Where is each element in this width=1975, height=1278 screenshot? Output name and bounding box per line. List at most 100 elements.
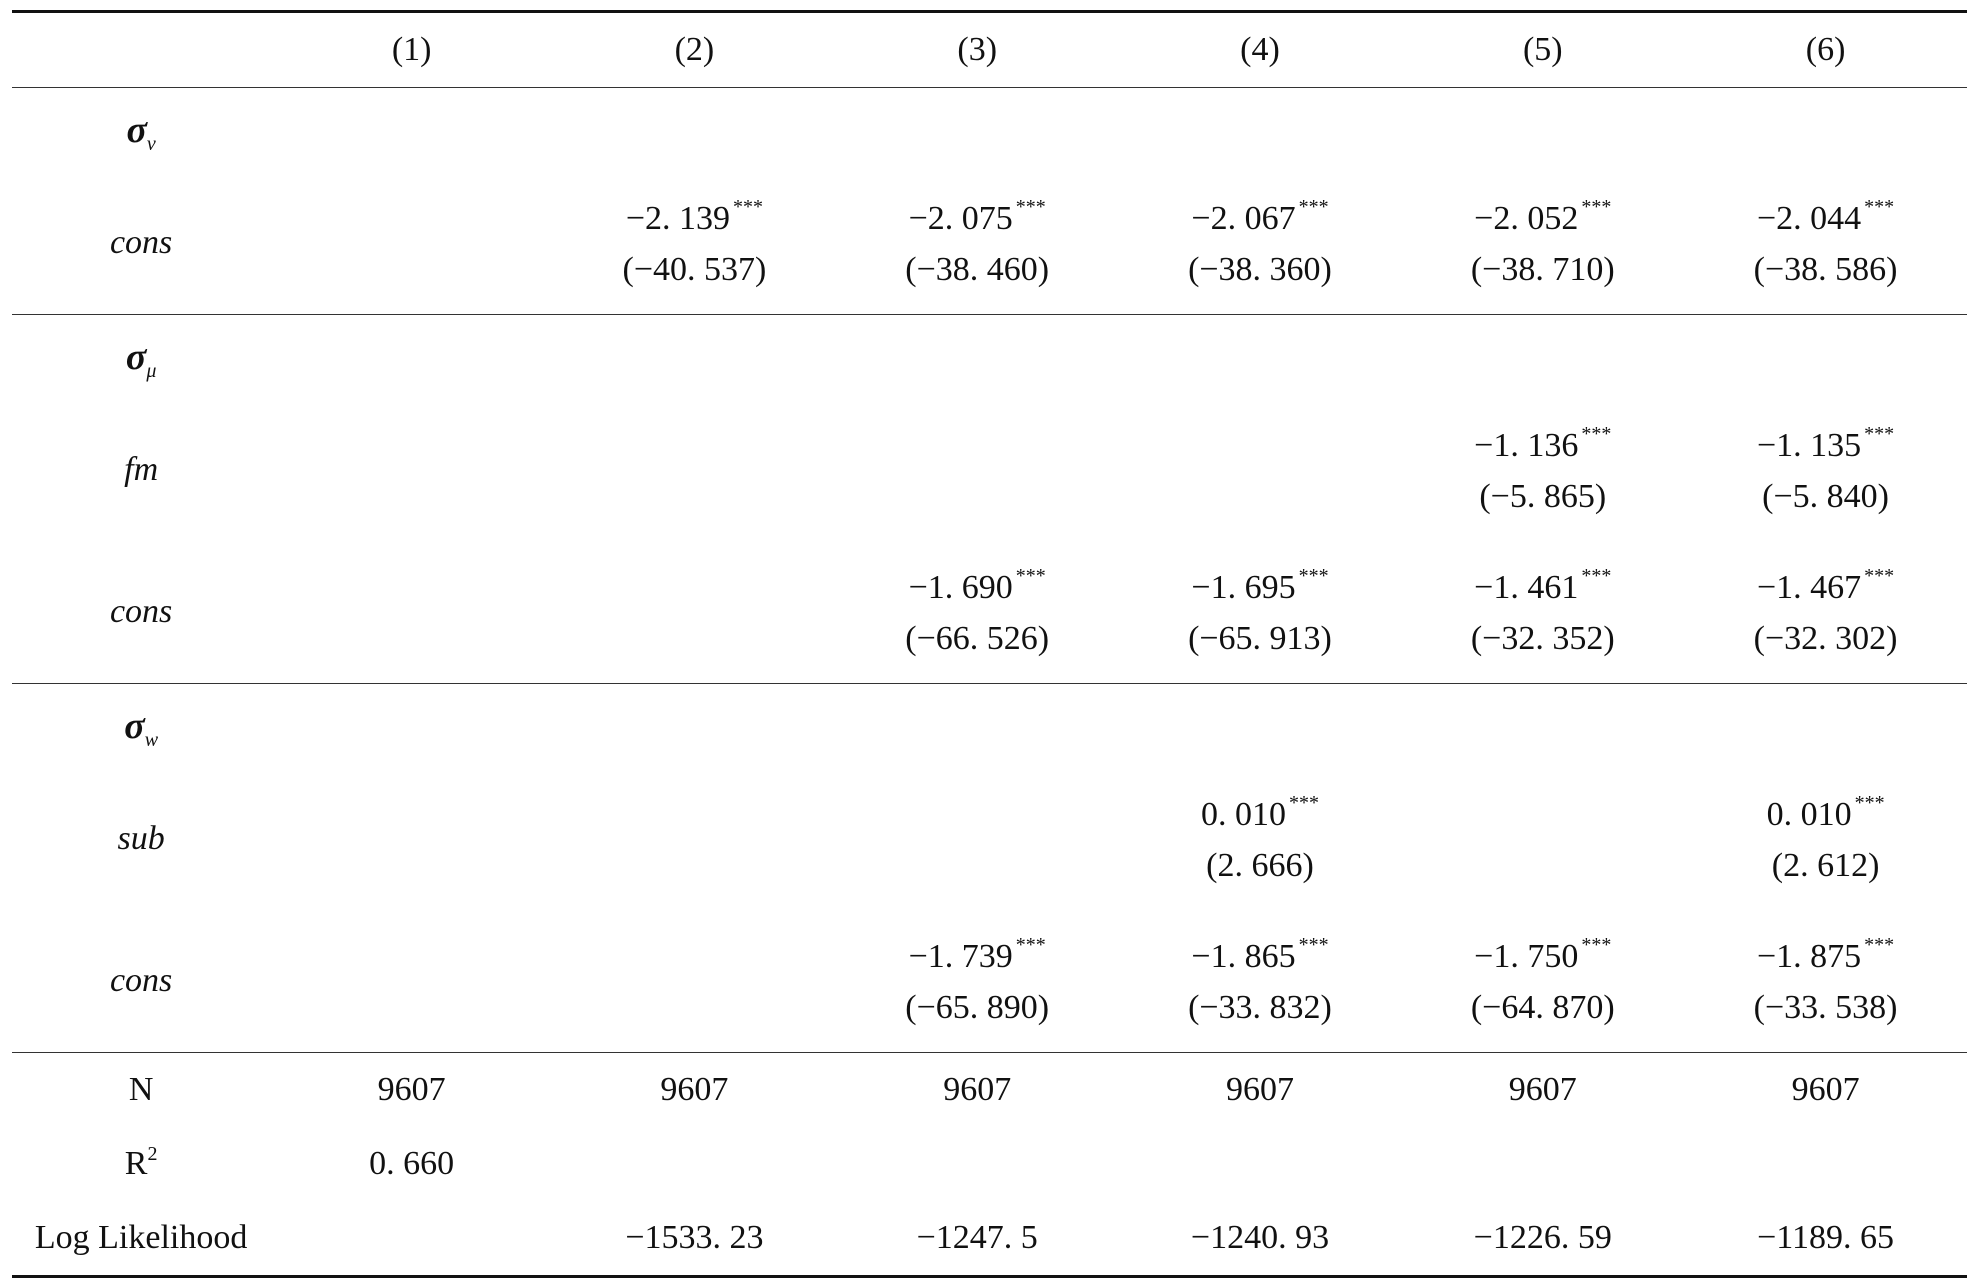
data-cell: −1. 739 *** (−65. 890): [836, 910, 1119, 1053]
table-row: sub 0. 010 *** (2. 666) 0. 010 *** (2. 612): [12, 768, 1967, 910]
data-cell: [553, 768, 836, 910]
stat-label-text: R: [124, 1144, 148, 1182]
stat-value: [553, 1127, 836, 1201]
sigma-label: σμ: [12, 314, 271, 399]
coefficient: −1. 875 ***: [1684, 930, 1967, 982]
coefficient-value: −2. 075: [908, 199, 1013, 237]
data-cell: [836, 768, 1119, 910]
coefficient-value: −2. 067: [1191, 199, 1296, 237]
data-cell: −2. 067 *** (−38. 360): [1119, 172, 1402, 315]
significance-stars: ***: [733, 195, 764, 218]
data-cell: [270, 172, 553, 315]
stat-value: −1533. 23: [553, 1201, 836, 1278]
data-cell: −1. 136 *** (−5. 865): [1401, 399, 1684, 541]
significance-stars: ***: [1015, 933, 1046, 956]
stat-row: R2 0. 660: [12, 1127, 1967, 1201]
stat-value: −1247. 5: [835, 1201, 1119, 1278]
coefficient: −1. 690 ***: [836, 561, 1119, 613]
significance-stars: ***: [1288, 791, 1319, 814]
t-statistic: (−33. 832): [1188, 988, 1332, 1026]
t-statistic: (−33. 538): [1753, 988, 1898, 1026]
sigma-subscript: μ: [146, 359, 157, 382]
coefficient-value: −1. 865: [1191, 937, 1296, 975]
t-statistic: (−64. 870): [1470, 988, 1615, 1026]
t-statistic: (2. 666): [1206, 846, 1314, 884]
coefficient: −2. 075 ***: [836, 192, 1119, 244]
significance-stars: ***: [1864, 422, 1895, 445]
empty-cell: [270, 87, 554, 172]
data-cell: −1. 865 *** (−33. 832): [1119, 910, 1402, 1053]
coefficient-value: −1. 461: [1474, 568, 1579, 606]
stat-row: N 9607 9607 9607 9607 9607 9607: [12, 1052, 1967, 1127]
empty-cell: [553, 683, 836, 768]
table-row: cons −2. 139 *** (−40. 537) −2. 075 *** (−38. …: [12, 172, 1967, 315]
coefficient-value: −2. 044: [1756, 199, 1862, 237]
coefficient-value: −2. 052: [1474, 199, 1579, 237]
coefficient-value: −1. 695: [1191, 568, 1296, 606]
data-cell: [270, 399, 553, 541]
coefficient: −2. 067 ***: [1119, 192, 1402, 244]
data-cell: [836, 399, 1119, 541]
stat-value: [1119, 1127, 1402, 1201]
data-cell: [553, 541, 836, 684]
t-statistic: (−40. 537): [622, 250, 767, 288]
t-statistic: (−65. 890): [905, 988, 1050, 1026]
data-cell: 0. 010 *** (2. 666): [1119, 768, 1402, 910]
column-header: (1): [270, 10, 554, 88]
data-cell: −2. 139 *** (−40. 537): [553, 172, 836, 315]
coefficient-value: −1. 467: [1756, 568, 1862, 606]
coefficient-value: −1. 136: [1474, 426, 1579, 464]
header-corner-cell: [12, 10, 271, 88]
coefficient: −1. 695 ***: [1119, 561, 1402, 613]
sigma-label: σν: [12, 87, 271, 172]
stat-label: Log Likelihood: [12, 1201, 271, 1278]
stat-value: 0. 660: [369, 1144, 455, 1182]
data-cell: [270, 768, 553, 910]
significance-stars: ***: [1298, 195, 1329, 218]
empty-cell: [1118, 683, 1402, 768]
significance-stars: ***: [1864, 564, 1895, 587]
empty-cell: [1401, 314, 1685, 399]
significance-stars: ***: [1015, 564, 1046, 587]
significance-stars: ***: [1864, 933, 1895, 956]
data-cell: [553, 399, 836, 541]
column-header: (6): [1684, 10, 1967, 88]
coefficient: 0. 010 ***: [1684, 788, 1967, 840]
t-statistic: (−5. 865): [1479, 477, 1607, 515]
stat-label-text: N: [128, 1070, 154, 1108]
coefficient: −2. 139 ***: [553, 192, 836, 244]
data-cell: [1401, 768, 1684, 910]
data-cell: −2. 052 *** (−38. 710): [1401, 172, 1684, 315]
empty-cell: [1118, 87, 1402, 172]
data-cell: −1. 875 *** (−33. 538): [1684, 910, 1967, 1053]
stat-value: [270, 1201, 554, 1278]
t-statistic: (−38. 360): [1188, 250, 1332, 288]
sigma-letter: σ: [125, 335, 147, 378]
row-label: cons: [109, 223, 173, 261]
column-header: (4): [1118, 10, 1402, 88]
data-cell: [270, 910, 553, 1053]
empty-cell: [553, 314, 836, 399]
stat-value: [1401, 1127, 1684, 1201]
significance-stars: ***: [1581, 422, 1612, 445]
data-cell: −1. 695 *** (−65. 913): [1119, 541, 1402, 684]
data-cell: [553, 910, 836, 1053]
stat-value: 9607: [270, 1052, 554, 1127]
t-statistic: (−38. 710): [1470, 250, 1615, 288]
column-header: (2): [553, 10, 836, 88]
sigma-subscript: ν: [146, 132, 156, 155]
table-row: cons −1. 739 *** (−65. 890) −1. 865 *** (−33. …: [12, 910, 1967, 1053]
column-header: (5): [1401, 10, 1685, 88]
section-header-row: σμ: [12, 314, 1967, 399]
coefficient-value: −2. 139: [625, 199, 731, 237]
coefficient: −1. 467 ***: [1684, 561, 1967, 613]
data-cell: −1. 135 *** (−5. 840): [1684, 399, 1967, 541]
coefficient-value: −1. 750: [1474, 937, 1579, 975]
coefficient-value: −1. 690: [908, 568, 1013, 606]
t-statistic: (2. 612): [1771, 846, 1880, 884]
data-cell: −1. 690 *** (−66. 526): [836, 541, 1119, 684]
stat-value: [1684, 1127, 1967, 1201]
coefficient: −2. 044 ***: [1684, 192, 1967, 244]
t-statistic: (−5. 840): [1762, 477, 1889, 515]
t-statistic: (−32. 352): [1470, 619, 1615, 657]
